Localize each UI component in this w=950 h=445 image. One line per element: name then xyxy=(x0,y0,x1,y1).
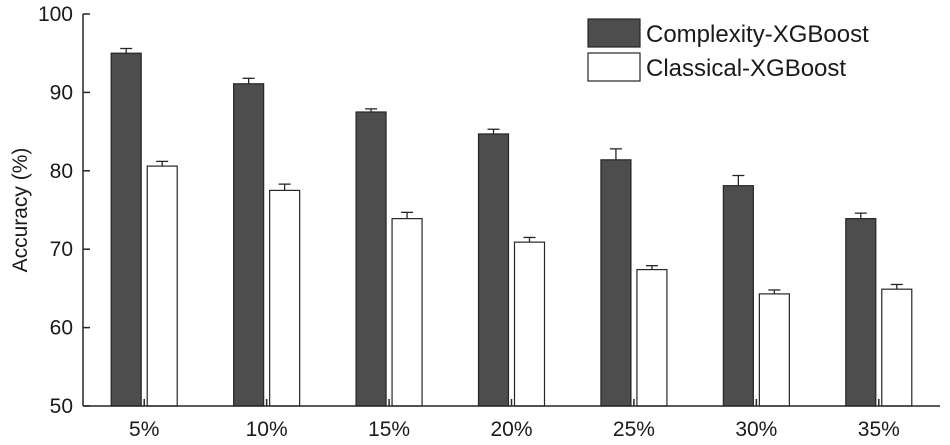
x-tick-label: 25% xyxy=(613,418,655,441)
y-tick-label: 80 xyxy=(50,160,73,183)
complexity-bar xyxy=(110,52,142,407)
legend: Complexity-XGBoost Classical-XGBoost xyxy=(587,18,869,82)
complexity-bar xyxy=(233,83,265,407)
y-tick-label: 50 xyxy=(50,395,73,418)
x-tick-label: 35% xyxy=(858,418,900,441)
classical-bar xyxy=(881,288,913,407)
classical-bar xyxy=(269,189,301,407)
x-tick-label: 30% xyxy=(735,418,777,441)
bars-layer xyxy=(110,47,913,407)
x-tick-label: 5% xyxy=(129,418,159,441)
y-tick-label: 70 xyxy=(50,238,73,261)
y-tick-label: 100 xyxy=(38,3,73,26)
x-tick-label: 10% xyxy=(246,418,288,441)
x-tick-label: 15% xyxy=(368,418,410,441)
complexity-bar xyxy=(722,185,754,407)
x-tick-label: 20% xyxy=(490,418,532,441)
classical-bar xyxy=(513,241,546,407)
classical-bar xyxy=(391,218,423,407)
legend-swatch xyxy=(587,52,641,82)
y-tick-label: 90 xyxy=(50,81,73,104)
classical-bar xyxy=(758,293,790,407)
legend-swatch xyxy=(587,18,641,48)
complexity-bar xyxy=(355,111,387,407)
classical-bar xyxy=(636,268,668,407)
legend-label: Classical-XGBoost xyxy=(646,55,846,82)
y-tick-label: 60 xyxy=(50,317,73,340)
complexity-bar xyxy=(845,218,877,407)
complexity-bar xyxy=(477,133,510,407)
ticks-layer: 50 60 70 80 90 100 5% 10% 15% 20% 25% 30% 35% xyxy=(38,3,900,441)
y-axis-label: Accuracy (%) xyxy=(9,148,32,273)
legend-label: Complexity-XGBoost xyxy=(646,21,869,48)
complexity-bar xyxy=(600,159,632,407)
classical-bar xyxy=(146,165,178,407)
